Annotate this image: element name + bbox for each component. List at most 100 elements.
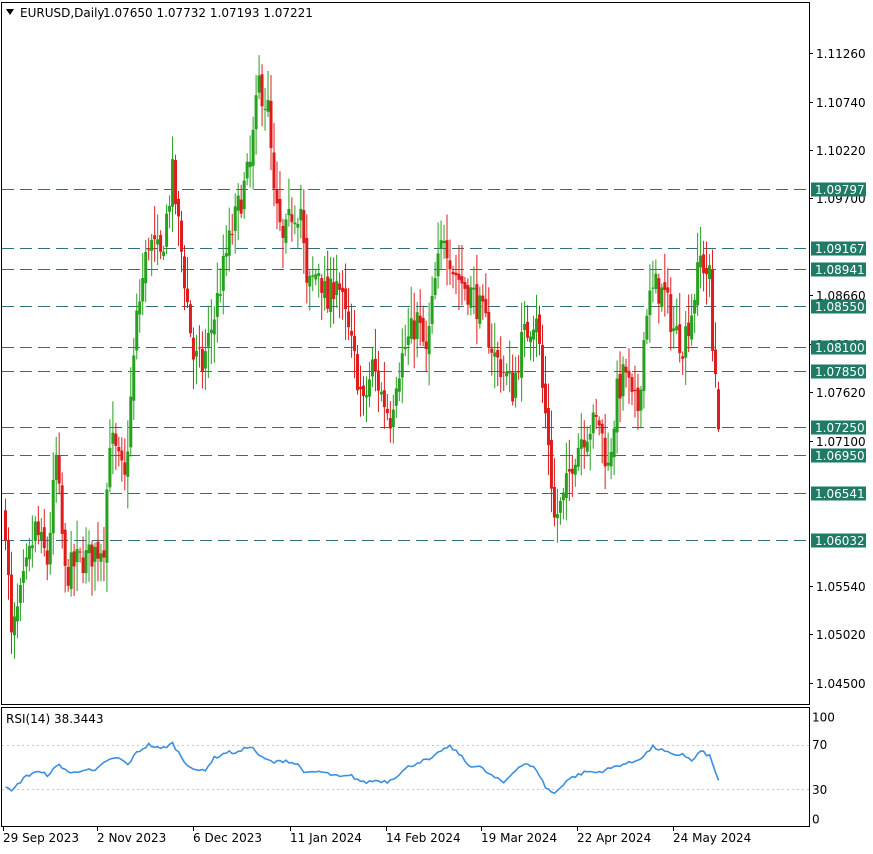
candle-body	[350, 331, 354, 336]
candle-body	[487, 311, 491, 348]
candle-body	[45, 550, 49, 565]
candle-body	[57, 455, 61, 484]
candle-body	[508, 372, 512, 374]
candle-body	[323, 281, 327, 299]
time-tick-label: 19 Mar 2024	[481, 831, 557, 845]
candle-body	[505, 371, 509, 377]
time-axis: 29 Sep 2023 2 Nov 2023 6 Dec 2023 11 Jan 20…	[3, 827, 751, 845]
candle-body	[299, 208, 303, 221]
candle-body	[540, 344, 544, 388]
candlesticks	[3, 55, 721, 659]
candle-body	[621, 364, 625, 397]
candle-body	[3, 510, 7, 541]
candle-body	[642, 340, 646, 391]
candle-body	[81, 557, 85, 574]
candle-body	[66, 566, 70, 586]
candle-body	[6, 540, 10, 576]
candle-body	[490, 348, 494, 353]
candle-body	[185, 288, 189, 303]
candle-body	[320, 278, 324, 293]
candle-body	[708, 265, 712, 280]
time-tick-label: 29 Sep 2023	[3, 831, 79, 845]
level-label: 1.07850	[815, 365, 865, 379]
collapse-triangle-icon[interactable]	[6, 9, 14, 15]
candle-body	[144, 251, 148, 284]
candle-body	[529, 336, 533, 343]
candle-body	[203, 351, 207, 369]
candle-body	[609, 451, 613, 467]
candle-body	[639, 389, 643, 411]
rsi-panel	[1, 707, 810, 827]
candle-body	[93, 546, 97, 562]
level-labels[interactable]: 1.09797 1.09167 1.08941 1.08550 1.08100 1.078…	[811, 182, 866, 549]
candle-body	[481, 295, 485, 302]
candle-body	[356, 354, 360, 391]
level-label-bg	[811, 533, 866, 548]
candle-body	[538, 314, 542, 344]
candle-body	[63, 529, 67, 566]
candle-body	[165, 213, 169, 247]
candle-body	[150, 239, 154, 251]
candle-body	[603, 437, 607, 467]
candle-body	[272, 152, 276, 189]
candle-body	[511, 372, 515, 402]
chart-symbol: EURUSD,Daily	[20, 6, 105, 20]
candle-body	[594, 414, 598, 417]
candle-body	[263, 108, 267, 110]
candle-body	[36, 521, 40, 536]
candle-body	[615, 378, 619, 433]
candle-body	[317, 273, 321, 277]
candle-body	[314, 274, 318, 280]
candle-body	[27, 545, 31, 560]
candle-body	[329, 278, 333, 313]
rsi-title: RSI(14) 38.3443	[6, 712, 104, 726]
candle-body	[182, 256, 186, 289]
candle-body	[424, 341, 428, 350]
level-label-bg	[811, 241, 866, 256]
time-tick-label: 6 Dec 2023	[193, 831, 262, 845]
candle-body	[699, 255, 703, 268]
time-tick-label: 14 Feb 2024	[386, 831, 461, 845]
candle-body	[448, 260, 452, 270]
candle-body	[502, 371, 506, 373]
candle-body	[406, 336, 410, 346]
candle-body	[520, 331, 524, 378]
candle-body	[675, 326, 679, 331]
candle-body	[18, 585, 22, 603]
candle-body	[648, 290, 652, 316]
candle-body	[532, 329, 536, 340]
level-label-bg	[811, 299, 866, 314]
candle-body	[663, 282, 667, 291]
level-label-bg	[811, 448, 866, 463]
rsi-tick-label: 0	[812, 813, 820, 827]
candle-body	[254, 95, 258, 130]
level-label: 1.09167	[815, 242, 865, 256]
time-tick-label: 11 Jan 2024	[290, 831, 362, 845]
candle-body	[260, 74, 264, 107]
candle-body	[627, 370, 631, 378]
candle-body	[51, 480, 55, 534]
candle-body	[180, 220, 184, 252]
candle-body	[281, 225, 285, 238]
candle-body	[75, 549, 79, 563]
candle-body	[573, 464, 577, 475]
candle-body	[388, 418, 392, 429]
candle-body	[696, 262, 700, 306]
candle-body	[654, 273, 658, 290]
candle-body	[591, 412, 595, 434]
candle-body	[373, 358, 377, 372]
candle-body	[535, 318, 539, 333]
candle-body	[332, 282, 336, 300]
candle-body	[278, 198, 282, 223]
candle-body	[54, 454, 58, 480]
candle-body	[705, 268, 709, 275]
candle-body	[484, 299, 488, 314]
level-label: 1.06950	[815, 449, 865, 463]
horizontal-levels	[2, 189, 809, 541]
candle-body	[523, 323, 527, 331]
price-tick-label: 1.04500	[816, 677, 866, 691]
time-tick-label: 22 Apr 2024	[577, 831, 651, 845]
candle-body	[102, 550, 106, 558]
candle-body	[714, 349, 718, 375]
candle-body	[633, 389, 637, 391]
